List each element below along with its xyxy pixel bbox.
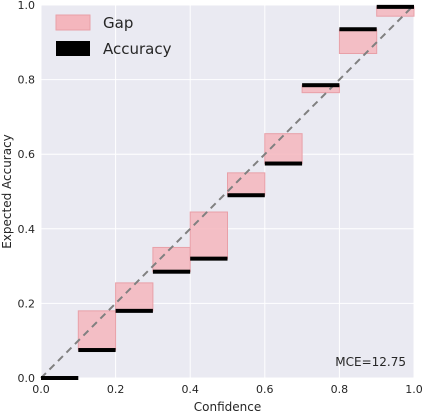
accuracy-marker-2 [115,308,153,313]
x-tick-label: 0.8 [331,383,349,396]
x-tick-label: 1.0 [405,383,423,396]
gap-bar-8 [338,28,378,54]
accuracy-marker-0 [41,376,79,380]
gap-bar-6 [264,133,303,165]
accuracy-marker-8 [339,27,377,32]
x-tick-label: 0.4 [181,383,199,396]
gap-bar-2 [115,282,154,312]
x-tick-labels: 0.0 0.2 0.4 0.6 0.8 1.0 [32,383,423,396]
y-tick-label: 0.4 [18,223,36,236]
gap-bars [77,6,415,351]
x-tick-label: 0.2 [107,383,125,396]
y-tick-label: 0.0 [18,372,36,385]
accuracy-marker-7 [302,83,340,88]
gap-bar-3 [152,246,191,273]
accuracy-markers [41,4,414,380]
legend: Gap Accuracy [55,14,172,58]
gap-bar-1 [77,310,117,351]
y-tick-label: 0.2 [18,297,36,310]
accuracy-marker-6 [264,161,303,166]
y-tick-label: 1.0 [18,0,36,12]
y-tick-label: 0.8 [18,74,36,87]
accuracy-marker-4 [190,256,228,261]
gap-bar-4 [189,211,228,260]
mce-annotation: MCE=12.75 [335,355,406,369]
y-tick-labels: 0.0 0.2 0.4 0.6 0.8 1.0 [18,0,36,385]
x-tick-label: 0.0 [32,383,50,396]
y-tick-label: 0.6 [18,148,36,161]
accuracy-marker-5 [227,193,265,198]
grid-lines [40,4,415,379]
legend-accuracy-swatch [56,41,90,56]
x-tick-label: 0.6 [256,383,274,396]
gap-bar-5 [227,172,266,196]
accuracy-marker-1 [78,348,116,353]
legend-gap-label: Gap [103,14,133,32]
accuracy-marker-3 [152,269,191,274]
legend-accuracy-label: Accuracy [103,40,172,58]
y-axis-label: Expected Accuracy [0,134,14,249]
accuracy-marker-9 [376,4,414,9]
perfect-calibration-line [40,4,415,379]
x-axis-label: Confidence [194,400,261,414]
legend-gap-swatch [55,14,91,31]
